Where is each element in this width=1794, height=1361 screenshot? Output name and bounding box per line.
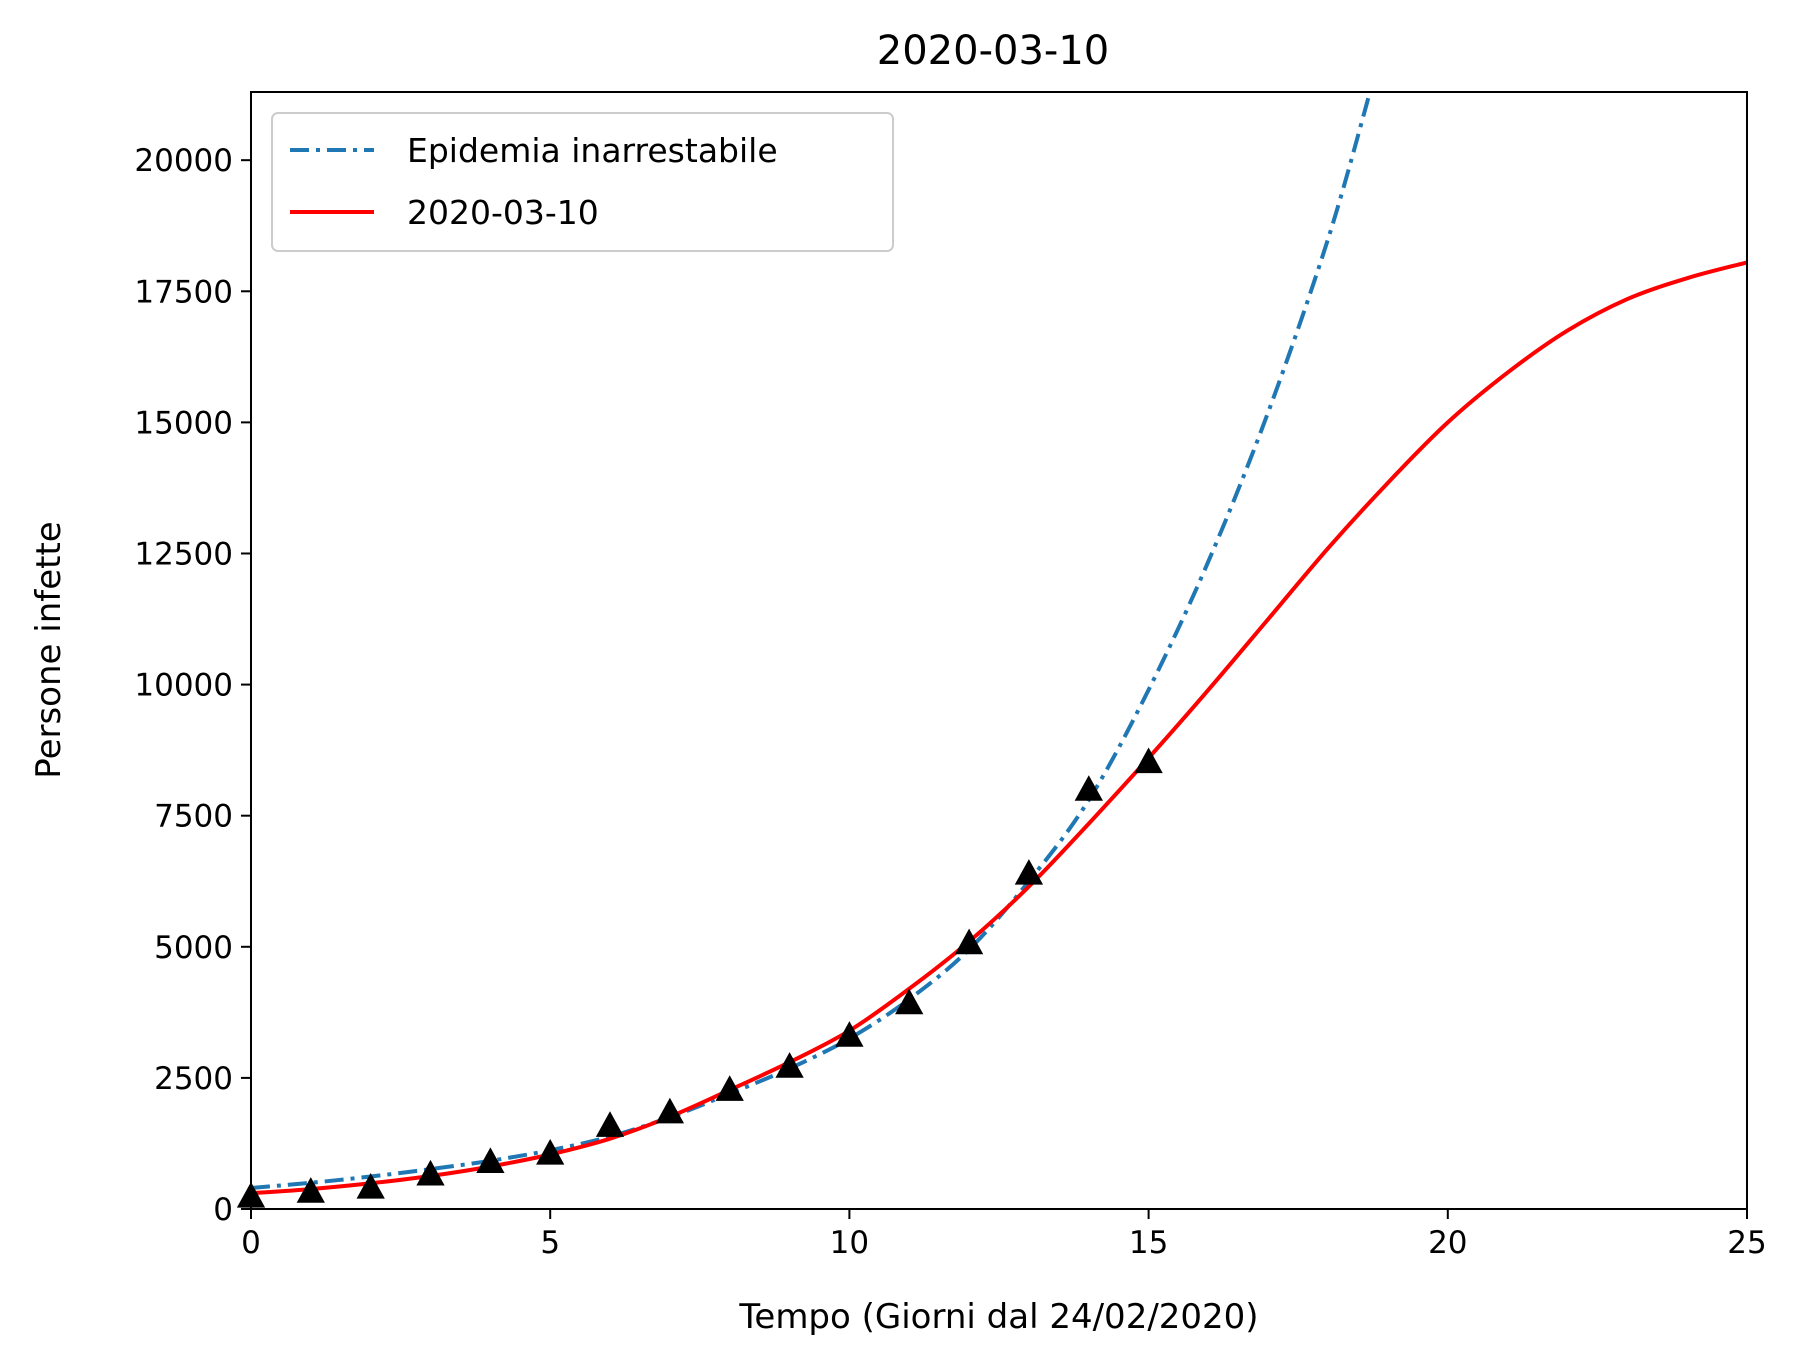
y-tick-label: 15000 (134, 405, 233, 441)
series-line-2020-03-10 (251, 260, 1747, 1196)
legend: Epidemia inarrestabile 2020-03-10 (271, 112, 894, 252)
data-point-triangle (416, 1159, 445, 1186)
plot-frame (250, 91, 1748, 1210)
y-tick-label: 10000 (134, 668, 233, 704)
data-point-triangle (1074, 775, 1103, 801)
series-line-epidemia-inarrestabile (251, 92, 1372, 1190)
marker-layer (236, 747, 1163, 1208)
legend-box (271, 112, 894, 252)
y-tick-label: 0 (213, 1192, 233, 1228)
data-point-triangle (296, 1177, 325, 1203)
y-axis-label: Persone infette (29, 521, 69, 778)
legend-label-epidemia: Epidemia inarrestabile (407, 131, 778, 170)
y-axis-ticks: 0 2500 5000 7500 10000 12500 15000 17500 20000 (134, 143, 251, 1228)
x-tick-label: 10 (830, 1225, 869, 1261)
data-point-triangle (595, 1111, 625, 1137)
chart-title: 2020-03-10 (877, 28, 1109, 74)
data-point-triangle (715, 1075, 744, 1101)
y-tick-label: 7500 (154, 799, 233, 835)
x-tick-label: 20 (1428, 1225, 1467, 1261)
y-tick-label: 5000 (154, 930, 233, 966)
x-tick-label: 5 (540, 1225, 560, 1261)
data-point-triangle (1134, 747, 1163, 774)
y-tick-label: 12500 (134, 536, 233, 572)
series-layer (251, 92, 1747, 1196)
data-point-triangle (476, 1147, 505, 1173)
y-tick-label: 20000 (134, 143, 233, 179)
data-point-triangle (655, 1097, 685, 1124)
data-point-triangle (775, 1052, 804, 1078)
x-tick-label: 15 (1129, 1225, 1168, 1261)
data-point-triangle (835, 1021, 864, 1047)
data-point-triangle (356, 1172, 385, 1199)
legend-label-2020-03-10: 2020-03-10 (407, 193, 599, 232)
data-point-triangle (1014, 859, 1044, 885)
data-point-triangle (895, 988, 924, 1015)
y-tick-label: 2500 (154, 1061, 233, 1097)
y-tick-label: 17500 (134, 274, 233, 310)
data-point-triangle (954, 928, 984, 955)
x-axis-ticks: 0 5 10 15 20 25 (241, 1209, 1767, 1261)
data-point-triangle (536, 1138, 565, 1165)
x-axis-label: Tempo (Giorni dal 24/02/2020) (738, 1297, 1258, 1337)
x-tick-label: 0 (241, 1225, 261, 1261)
x-tick-label: 25 (1727, 1225, 1766, 1261)
